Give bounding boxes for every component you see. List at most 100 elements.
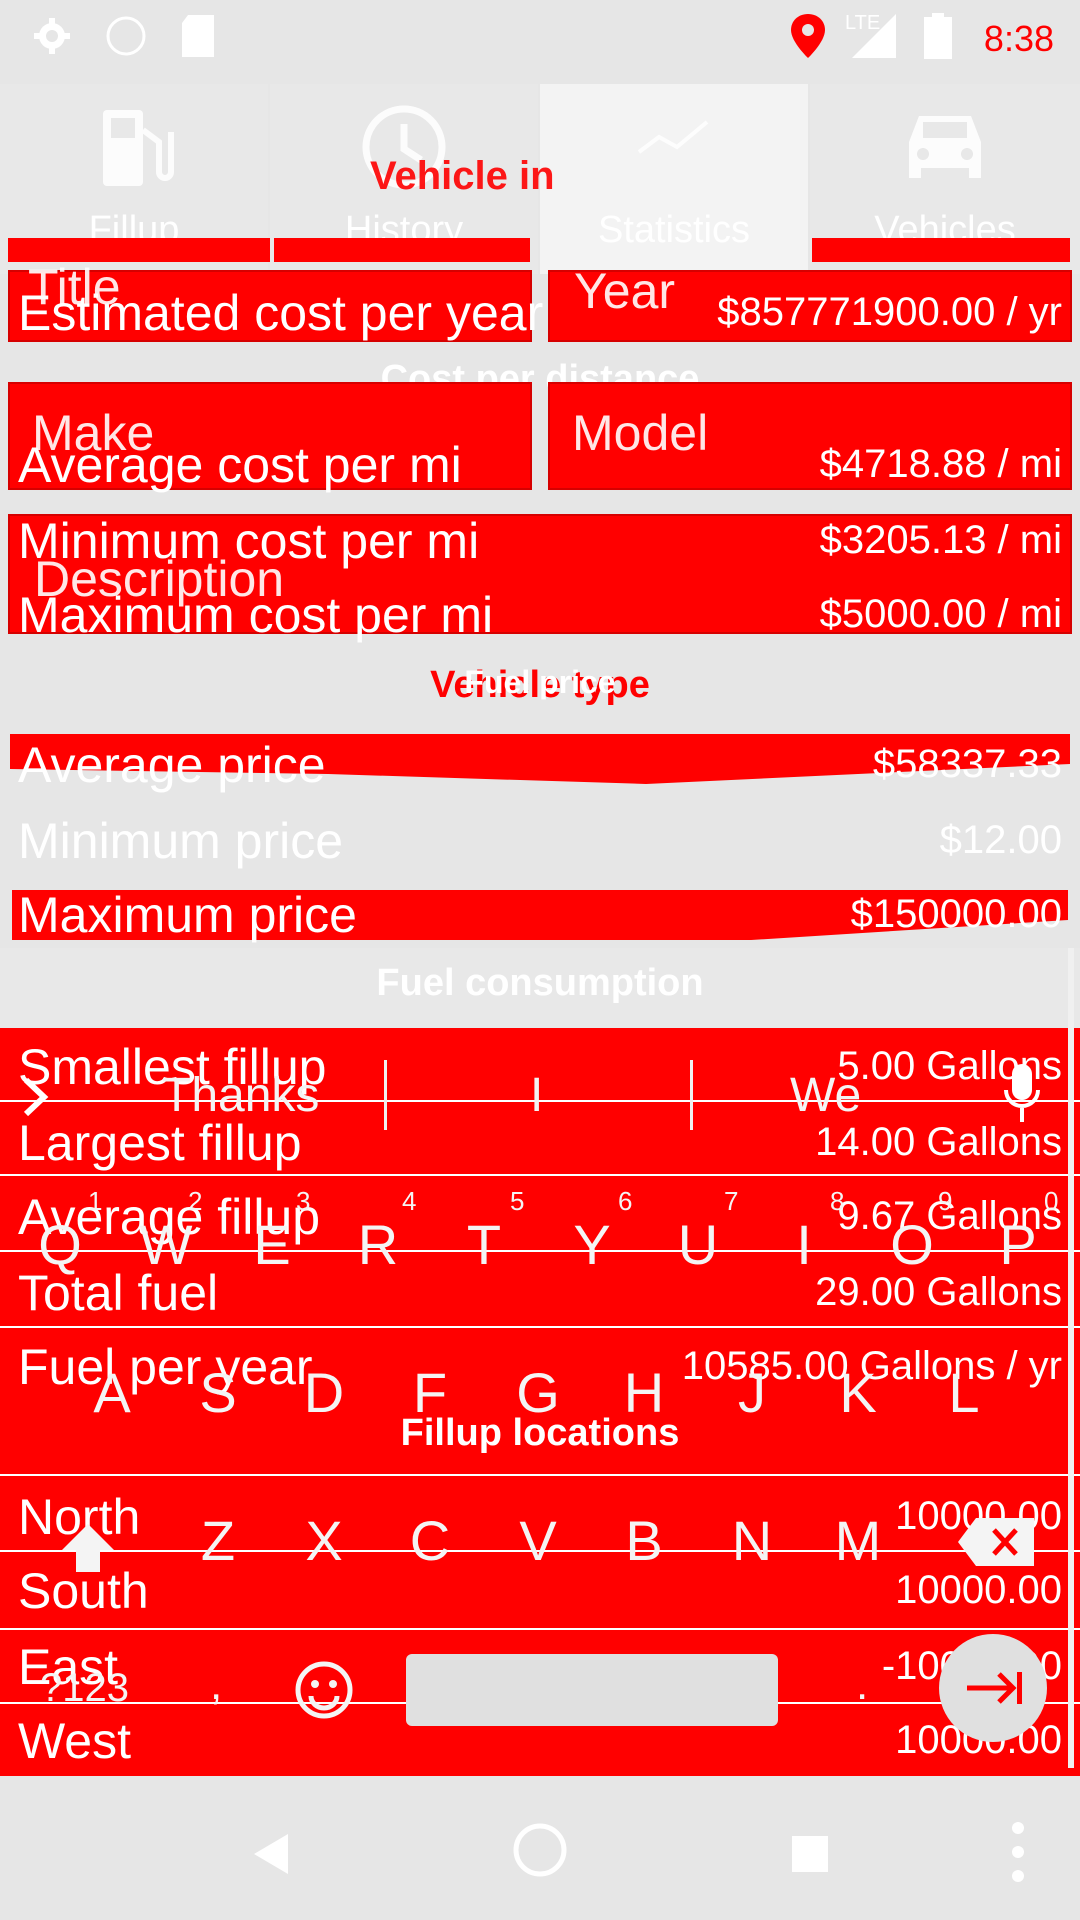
period-key[interactable]: . bbox=[856, 1660, 869, 1709]
largest-fillup-label: Largest fillup bbox=[18, 1115, 302, 1171]
model-label: Model bbox=[572, 405, 709, 461]
divider bbox=[0, 1174, 1080, 1176]
tab-statistics[interactable]: Statistics bbox=[540, 84, 808, 274]
key-q[interactable]: Q bbox=[38, 1213, 82, 1276]
suggestion-1[interactable]: Thanks bbox=[162, 1069, 320, 1122]
tab-label: Statistics bbox=[597, 209, 751, 251]
description-field[interactable] bbox=[8, 514, 1072, 634]
status-bar: LTE 8:38 bbox=[0, 0, 1080, 72]
key-r[interactable]: R bbox=[357, 1213, 399, 1276]
min-cost-label: Minimum cost per mi bbox=[18, 513, 480, 569]
model-field[interactable] bbox=[548, 382, 1072, 490]
key-y[interactable]: Y bbox=[573, 1213, 611, 1276]
fuel-per-year-label: Fuel per year bbox=[18, 1339, 313, 1395]
suggestion-expand-icon[interactable] bbox=[14, 1072, 64, 1122]
key-hint-2: 2 bbox=[188, 1186, 203, 1216]
home-icon[interactable] bbox=[512, 1822, 568, 1883]
next-key[interactable] bbox=[939, 1634, 1047, 1742]
key-t[interactable]: T bbox=[466, 1213, 502, 1276]
shift-icon[interactable] bbox=[58, 1520, 118, 1576]
key-k[interactable]: K bbox=[839, 1361, 877, 1424]
total-fuel-label: Total fuel bbox=[18, 1265, 219, 1321]
key-f[interactable]: F bbox=[412, 1361, 448, 1424]
emoji-icon[interactable] bbox=[294, 1660, 354, 1720]
suggestion-2[interactable]: I bbox=[530, 1069, 544, 1122]
divider bbox=[0, 1628, 1080, 1630]
fuel-price-header: Fuel price bbox=[464, 664, 616, 700]
avg-price-label: Average price bbox=[18, 737, 326, 793]
recents-icon[interactable] bbox=[790, 1834, 830, 1879]
key-hint-3: 3 bbox=[296, 1186, 311, 1216]
sd-card-icon bbox=[176, 14, 220, 58]
west-label: West bbox=[18, 1713, 131, 1769]
car-icon bbox=[895, 102, 995, 197]
smallest-fillup-label: Smallest fillup bbox=[18, 1039, 327, 1095]
max-cost-value: $5000.00 / mi bbox=[819, 592, 1062, 636]
suggestion-3[interactable]: We bbox=[790, 1069, 862, 1122]
back-icon[interactable] bbox=[250, 1832, 290, 1881]
min-price-value: $12.00 bbox=[939, 818, 1062, 862]
key-p[interactable]: P bbox=[999, 1213, 1037, 1276]
key-z[interactable]: Z bbox=[200, 1509, 236, 1572]
key-d[interactable]: D bbox=[303, 1361, 345, 1424]
key-h[interactable]: H bbox=[623, 1361, 665, 1424]
symbols-key[interactable]: ?123 bbox=[40, 1666, 129, 1710]
key-x[interactable]: X bbox=[305, 1509, 343, 1572]
key-m[interactable]: M bbox=[834, 1509, 882, 1572]
key-s[interactable]: S bbox=[199, 1361, 237, 1424]
key-hint-5: 5 bbox=[510, 1186, 525, 1216]
scrollbar[interactable] bbox=[1068, 948, 1074, 1768]
key-n[interactable]: N bbox=[731, 1509, 773, 1572]
key-l[interactable]: L bbox=[948, 1361, 980, 1424]
fillup-locations-header: Fillup locations bbox=[400, 1412, 680, 1454]
fuel-consumption-header: Fuel consumption bbox=[376, 962, 704, 1004]
chart-icon bbox=[629, 102, 719, 177]
microphone-icon[interactable] bbox=[1002, 1060, 1042, 1130]
avg-cost-label: Average cost per mi bbox=[18, 437, 462, 493]
space-key[interactable] bbox=[406, 1654, 778, 1726]
key-i[interactable]: I bbox=[796, 1213, 812, 1276]
average-fillup-value: 9.67 Gallons bbox=[837, 1194, 1062, 1238]
make-label: Make bbox=[32, 405, 155, 461]
key-hint-9: 9 bbox=[938, 1186, 953, 1216]
key-j[interactable]: J bbox=[738, 1361, 766, 1424]
min-price-label: Minimum price bbox=[18, 813, 344, 869]
network-type: LTE bbox=[845, 12, 881, 34]
key-hint-4: 4 bbox=[402, 1186, 417, 1216]
navigation-bar bbox=[0, 1780, 1080, 1920]
max-price-value: $150000.00 bbox=[850, 892, 1062, 936]
fuel-pump-icon bbox=[89, 102, 179, 197]
year-field[interactable] bbox=[548, 270, 1072, 342]
overflow-menu-icon[interactable] bbox=[1010, 1820, 1026, 1889]
key-c[interactable]: C bbox=[409, 1509, 451, 1572]
largest-fillup-value: 14.00 Gallons bbox=[815, 1120, 1062, 1164]
vehicle-info-heading: Vehicle in bbox=[370, 154, 555, 198]
backspace-icon[interactable] bbox=[956, 1516, 1036, 1568]
max-cost-label: Maximum cost per mi bbox=[18, 587, 494, 643]
fuel-per-year-value: 10585.00 Gallons / yr bbox=[681, 1344, 1062, 1388]
key-hint-1: 1 bbox=[88, 1186, 103, 1216]
divider bbox=[0, 1550, 1080, 1552]
circle-icon bbox=[104, 14, 148, 58]
key-u[interactable]: U bbox=[677, 1213, 719, 1276]
title-field[interactable] bbox=[8, 270, 532, 342]
make-field[interactable] bbox=[8, 382, 532, 490]
key-v[interactable]: V bbox=[519, 1509, 557, 1572]
key-o[interactable]: O bbox=[890, 1213, 934, 1276]
key-hint-0: 0 bbox=[1044, 1186, 1059, 1216]
key-e[interactable]: E bbox=[253, 1213, 291, 1276]
suggestion-divider bbox=[384, 1060, 387, 1130]
average-fillup-label: Average fillup bbox=[18, 1189, 321, 1245]
suggestion-divider bbox=[690, 1060, 693, 1130]
key-w[interactable]: W bbox=[139, 1213, 193, 1276]
key-g[interactable]: G bbox=[516, 1361, 560, 1424]
title-label: Title bbox=[28, 259, 121, 315]
comma-key[interactable]: , bbox=[210, 1660, 223, 1709]
description-label: Description bbox=[34, 551, 285, 607]
min-cost-value: $3205.13 / mi bbox=[819, 518, 1062, 562]
key-hint-7: 7 bbox=[724, 1186, 739, 1216]
vehicle-type-label: Vehicle type bbox=[430, 664, 650, 706]
avg-cost-value: $4718.88 / mi bbox=[819, 442, 1062, 486]
key-a[interactable]: A bbox=[93, 1361, 131, 1424]
key-b[interactable]: B bbox=[625, 1509, 663, 1572]
